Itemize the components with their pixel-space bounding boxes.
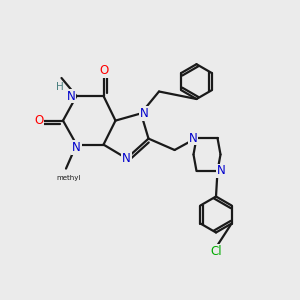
Text: N: N: [188, 131, 197, 145]
Text: O: O: [34, 114, 43, 127]
Text: N: N: [217, 164, 226, 178]
Text: N: N: [67, 89, 76, 103]
Text: O: O: [99, 64, 108, 77]
Text: N: N: [72, 141, 81, 154]
Text: N: N: [122, 152, 131, 165]
Text: methyl: methyl: [57, 175, 81, 181]
Text: N: N: [140, 107, 148, 120]
Text: H: H: [56, 82, 64, 92]
Text: Cl: Cl: [210, 244, 222, 258]
